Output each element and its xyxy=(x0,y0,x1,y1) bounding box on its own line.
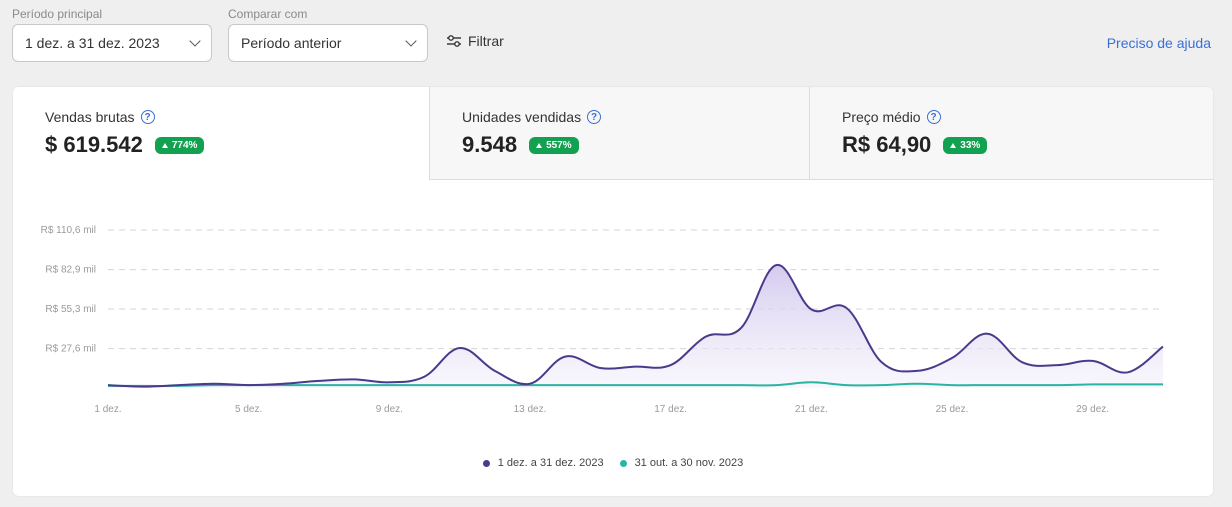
kpi-units-sold[interactable]: Unidades vendidas ? 9.548 557% xyxy=(429,87,810,180)
legend-label: 1 dez. a 31 dez. 2023 xyxy=(497,457,604,469)
compare-value: Período anterior xyxy=(241,35,342,51)
change-badge: 557% xyxy=(529,136,579,154)
filter-button[interactable]: Filtrar xyxy=(446,33,504,49)
main-period-select[interactable]: 1 dez. a 31 dez. 2023 xyxy=(12,24,212,62)
legend-item-comparison[interactable]: 31 out. a 30 nov. 2023 xyxy=(619,457,744,469)
compare-label: Comparar com xyxy=(228,7,308,21)
arrow-up-icon xyxy=(536,142,543,148)
arrow-up-icon xyxy=(950,142,957,148)
change-badge: 774% xyxy=(154,136,205,154)
y-tick-label: R$ 110,6 mil xyxy=(41,225,96,236)
primary-series-area xyxy=(108,264,1163,388)
legend-label: 31 out. a 30 nov. 2023 xyxy=(634,457,744,469)
help-icon[interactable]: ? xyxy=(140,110,155,124)
x-tick-label: 1 dez. xyxy=(94,404,121,415)
kpi-label: Preço médio xyxy=(842,109,921,125)
legend-item-primary[interactable]: 1 dez. a 31 dez. 2023 xyxy=(482,457,604,469)
primary-series-line xyxy=(107,264,1164,388)
change-value: 774% xyxy=(171,139,198,151)
x-tick-label: 17 dez. xyxy=(654,404,687,415)
change-value: 33% xyxy=(960,139,981,151)
kpi-average-price[interactable]: Preço médio ? R$ 64,90 33% xyxy=(809,87,1213,180)
compare-select[interactable]: Período anterior xyxy=(228,24,428,62)
x-tick-label: 13 dez. xyxy=(514,404,547,415)
main-period-value: 1 dez. a 31 dez. 2023 xyxy=(25,35,160,51)
y-tick-label: R$ 82,9 mil xyxy=(45,265,96,276)
change-value: 557% xyxy=(546,139,572,151)
legend-dot xyxy=(619,459,627,467)
comparison-series-line xyxy=(108,381,1163,387)
legend-dot xyxy=(482,459,490,467)
kpi-label: Unidades vendidas xyxy=(462,109,582,125)
sliders-icon xyxy=(447,35,461,47)
arrow-up-icon xyxy=(161,142,168,148)
x-tick-label: 25 dez. xyxy=(936,404,969,415)
kpi-gross-sales[interactable]: Vendas brutas ? $ 619.542 774% xyxy=(13,87,430,180)
chevron-down-icon xyxy=(405,35,417,47)
x-tick-label: 21 dez. xyxy=(795,404,828,415)
x-tick-label: 29 dez. xyxy=(1076,404,1109,415)
chevron-down-icon xyxy=(189,35,201,47)
chart-legend: 1 dez. a 31 dez. 2023 31 out. a 30 nov. … xyxy=(13,457,1213,469)
change-badge: 33% xyxy=(943,136,988,154)
help-icon[interactable]: ? xyxy=(587,110,602,124)
x-tick-label: 5 dez. xyxy=(235,404,262,415)
x-tick-label: 9 dez. xyxy=(376,404,403,415)
sales-chart: R$ 27,6 mil R$ 55,3 mil R$ 82,9 mil R$ 110,… xyxy=(41,225,1164,415)
kpi-value: $ 619.542 xyxy=(45,132,143,157)
kpi-value: 9.548 xyxy=(462,132,518,157)
help-link[interactable]: Preciso de ajuda xyxy=(1106,35,1211,51)
y-tick-label: R$ 27,6 mil xyxy=(45,344,96,355)
kpi-value: R$ 64,90 xyxy=(842,132,932,157)
kpi-label: Vendas brutas xyxy=(45,109,135,125)
filter-label: Filtrar xyxy=(468,33,504,49)
sales-card: R$ 27,6 mil R$ 55,3 mil R$ 82,9 mil R$ 110,… xyxy=(13,87,1213,496)
main-period-label: Período principal xyxy=(12,7,103,21)
help-icon[interactable]: ? xyxy=(926,110,941,124)
y-tick-label: R$ 55,3 mil xyxy=(45,304,96,315)
